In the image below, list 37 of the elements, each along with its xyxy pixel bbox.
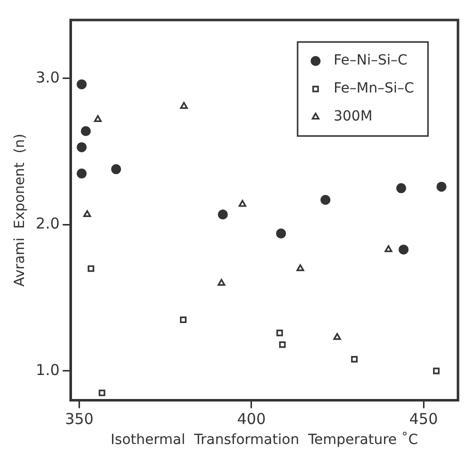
legend-label: Fe–Ni–Si–C	[334, 52, 408, 69]
legend-label: 300M	[334, 108, 372, 125]
point	[333, 333, 341, 340]
point	[296, 264, 304, 272]
y-tick-label: 2.0	[36, 214, 60, 233]
point	[276, 228, 286, 238]
point	[76, 168, 87, 179]
point	[384, 245, 392, 252]
point	[218, 278, 226, 286]
point	[83, 210, 92, 218]
legend-label: Fe–Mn–Si–C	[334, 80, 414, 97]
point	[276, 330, 283, 336]
point	[76, 142, 87, 152]
y-tick-label: 1.0	[36, 360, 60, 379]
point	[279, 341, 286, 348]
point	[80, 126, 91, 136]
y-axis-title: Avrami Exponent (n)	[12, 134, 28, 287]
point	[180, 102, 188, 109]
point	[111, 164, 122, 174]
point	[351, 356, 358, 363]
point	[398, 244, 409, 255]
point	[436, 182, 446, 192]
x-tick-label: 450	[409, 410, 438, 428]
point	[76, 79, 87, 90]
point	[433, 368, 440, 374]
x-tick-label: 350	[64, 410, 94, 428]
x-axis-title: Isothermal Transformation Temperature ˚C	[110, 431, 418, 448]
point	[320, 194, 330, 205]
x-tick-label: 400	[237, 410, 266, 428]
point	[94, 115, 102, 122]
point	[218, 209, 228, 220]
point	[98, 390, 106, 396]
point	[88, 265, 94, 272]
point	[238, 200, 246, 207]
point	[396, 183, 406, 194]
point	[180, 316, 187, 324]
y-tick-label: 3.0	[36, 68, 60, 86]
